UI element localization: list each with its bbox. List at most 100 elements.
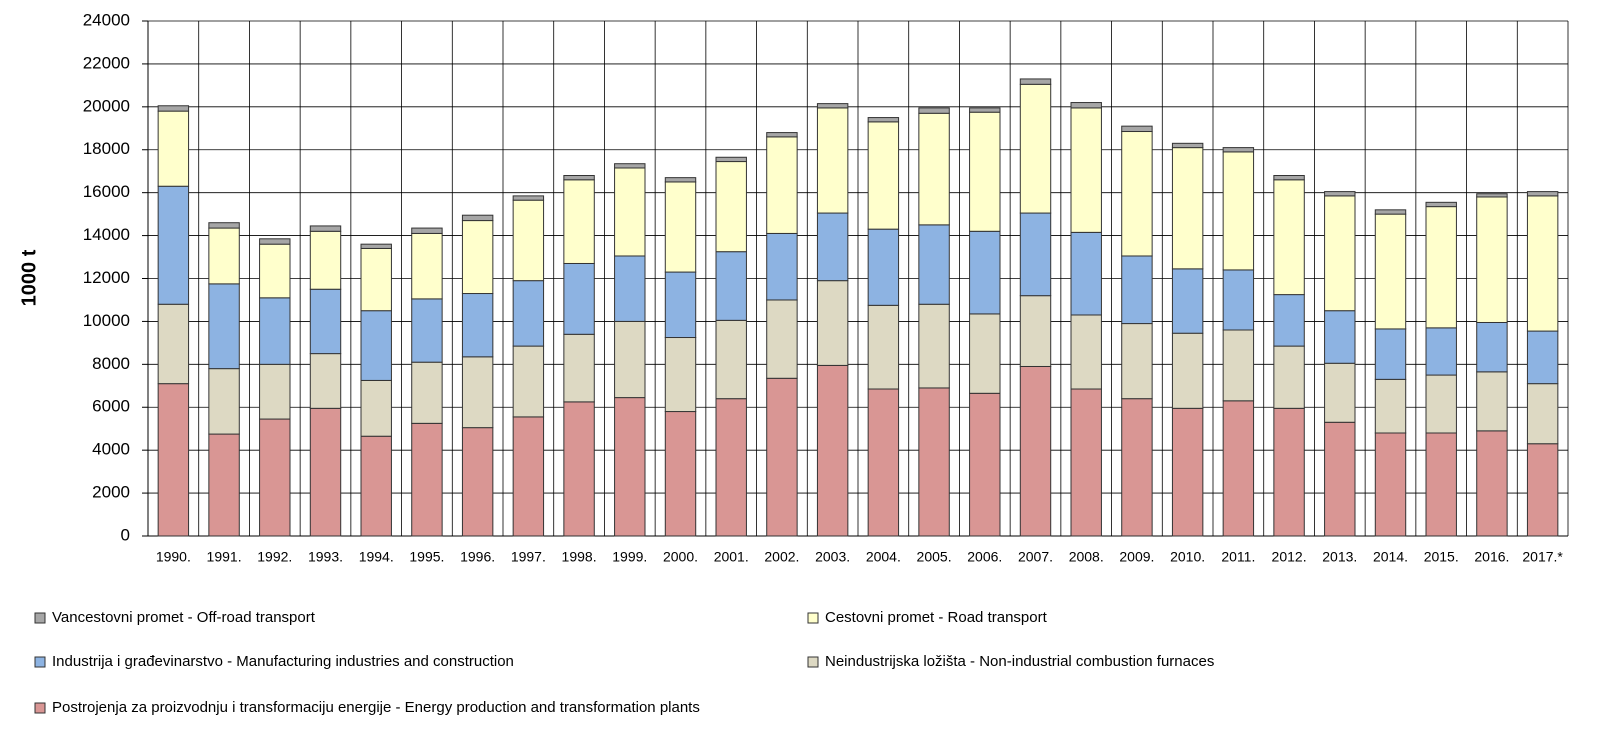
x-tick-label: 1998. [562,549,597,565]
bar-segment [1476,193,1508,198]
bar-segment [1425,374,1457,434]
x-tick-label: 2005. [917,549,952,565]
bar-segment [1019,212,1052,297]
bar-segment [563,175,595,181]
bar-segment [918,107,950,114]
bar-segment [208,227,240,285]
bar-segment [1273,345,1305,409]
bar-segment [309,288,342,355]
bar-segment [157,303,190,385]
bar-segment [157,105,190,112]
bar-segment [766,299,798,379]
bar-segment [259,243,291,299]
bar-segment [614,397,646,537]
bar-segment [1171,268,1204,334]
bar-segment [867,117,900,123]
bar-segment [1273,294,1305,347]
bar-segment [1171,332,1204,409]
bar-segment [1526,330,1559,385]
bar-segment [766,232,798,301]
bar-segment [512,199,545,282]
bar-segment [461,293,494,358]
bar-segment [1526,191,1559,197]
bar-segment [461,220,494,295]
bar-segment [918,224,950,305]
bar-segment [461,427,494,537]
bar-segment [1019,295,1052,367]
x-tick-label: 2003. [815,549,850,565]
bar-segment [969,313,1001,394]
bar-segment [512,345,545,418]
bar-segment [1526,195,1559,332]
bar-segment [1374,213,1407,330]
bar-segment [1070,107,1102,233]
bar-segment [1476,371,1508,432]
bar-segment [411,422,443,537]
bar-segment [1273,179,1305,296]
bar-segment [918,112,950,226]
bar-segment [614,255,646,322]
bar-segment [512,280,545,347]
x-tick-label: 1995. [409,549,444,565]
bar-segment [1374,328,1407,380]
bar-segment [309,225,342,232]
x-tick-label: 1991. [207,549,242,565]
legend-swatch [34,656,46,668]
bar-segment [563,401,595,537]
bar-segment [1019,83,1052,214]
legend-swatch [807,612,819,624]
x-tick-label: 2012. [1272,549,1307,565]
bar-segment [816,364,849,537]
y-tick-label: 16000 [83,182,130,201]
bar-segment [563,179,595,264]
bar-segment [766,136,798,234]
bar-segment [1374,378,1407,434]
x-tick-label: 2015. [1424,549,1459,565]
x-tick-label: 2011. [1221,549,1255,565]
y-tick-label: 4000 [92,440,130,459]
bar-segment [918,303,950,389]
bar-segment [1070,314,1102,390]
bar-segment [461,214,494,222]
legend-label: Cestovni promet - Road transport [825,609,1048,626]
bar-segment [1121,255,1153,325]
bar-segment [1324,191,1356,197]
bar-segment [715,161,747,253]
bar-segment [1425,327,1457,376]
legend-swatch [34,612,46,624]
bar-segment [1324,362,1356,423]
bar-segment [867,304,900,390]
bar-segment [816,280,849,366]
bar-segment [816,103,849,109]
bar-segment [1222,329,1255,402]
bar-segment [664,177,697,183]
bar-segment [969,230,1001,315]
bar-segment [1171,407,1204,537]
x-tick-label: 2013. [1322,549,1357,565]
bar-segment [1374,209,1407,215]
bar-segment [1019,365,1052,537]
bar-segment [208,368,240,435]
y-tick-label: 6000 [92,397,130,416]
y-tick-label: 0 [121,525,130,544]
bar-segment [1222,269,1255,331]
bar-segment [867,121,900,230]
bar-segment [715,156,747,163]
x-tick-label: 2001. [714,549,749,565]
bar-segment [411,298,443,363]
bar-segment [1425,201,1457,208]
x-tick-label: 2006. [967,549,1002,565]
bar-segment [715,398,747,537]
bar-segment [918,387,950,537]
y-tick-label: 8000 [92,354,130,373]
bar-segment [1121,398,1153,537]
legend-label: Vancestovni promet - Off-road transport [52,609,316,626]
bar-segment [715,251,747,321]
y-tick-label: 14000 [83,225,130,244]
bar-segment [208,222,240,229]
bar-segment [411,232,443,300]
bar-segment [157,185,190,305]
bar-segment [411,227,443,234]
x-tick-label: 2016. [1474,549,1509,565]
y-tick-label: 22000 [83,53,130,72]
